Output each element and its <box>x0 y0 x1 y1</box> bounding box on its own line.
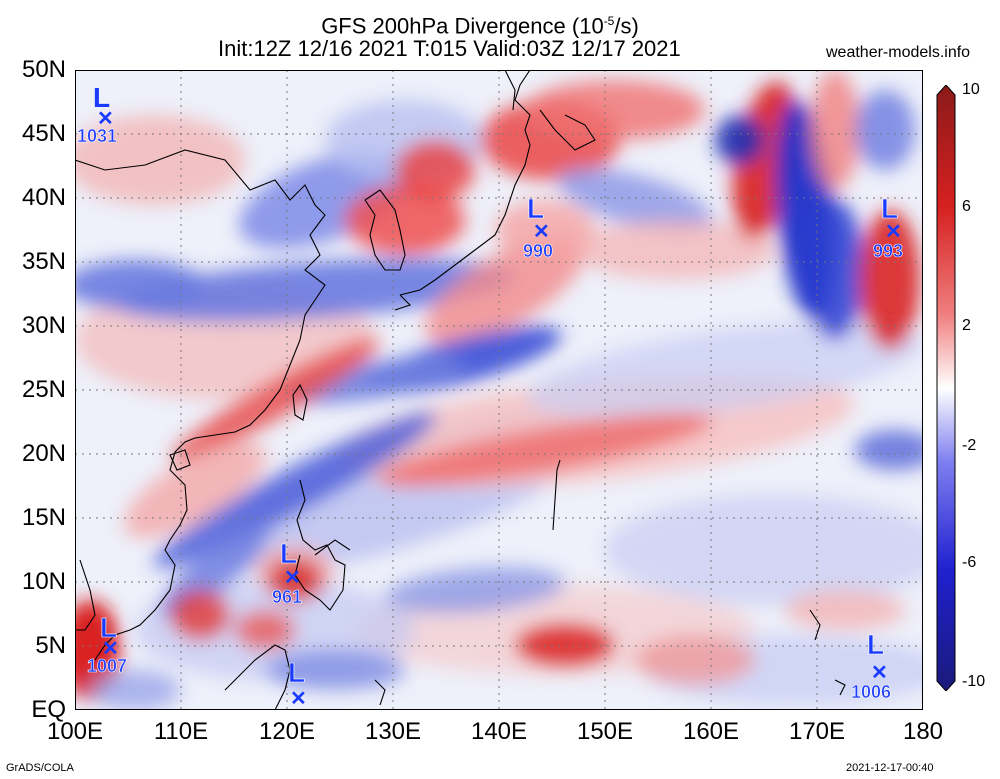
low-pressure-markers: L ✕ 1031 L ✕ 990 L ✕ 993 L ✕ 961 L ✕ <box>77 82 904 710</box>
brand-label: weather-models.info <box>826 44 971 61</box>
lat-label: 45N <box>21 120 66 147</box>
svg-text:L: L <box>867 629 884 660</box>
lon-label: 160E <box>682 718 740 745</box>
svg-text:L: L <box>100 612 117 643</box>
svg-text:✕: ✕ <box>97 108 114 130</box>
low-marker: L ✕ 1031 <box>77 82 118 146</box>
svg-text:✕: ✕ <box>871 662 888 684</box>
colorbar-label: 6 <box>962 198 971 215</box>
low-marker: L ✕ 990 <box>523 193 554 262</box>
svg-text:961: 961 <box>272 587 302 607</box>
svg-text:1006: 1006 <box>851 682 891 702</box>
lat-label: 15N <box>21 504 66 531</box>
lon-label: 150E <box>576 718 634 745</box>
svg-text:L: L <box>93 82 110 113</box>
svg-text:✕: ✕ <box>284 567 301 589</box>
lat-label: 40N <box>21 184 66 211</box>
lon-label: 170E <box>788 718 846 745</box>
map-frame <box>75 70 923 710</box>
lat-lon-grid <box>75 70 923 710</box>
svg-text:1031: 1031 <box>77 126 117 146</box>
lon-label: 100E <box>46 718 104 745</box>
svg-text:993: 993 <box>873 241 903 261</box>
svg-text:L: L <box>280 538 297 569</box>
lat-label: 20N <box>21 440 66 467</box>
svg-text:1007: 1007 <box>87 656 127 676</box>
divergence-map: L ✕ 1031 L ✕ 990 L ✕ 993 L ✕ 961 L ✕ <box>75 70 923 710</box>
lon-label: 110E <box>153 718 209 745</box>
lat-label: 30N <box>21 312 66 339</box>
lat-label: EQ <box>31 696 66 723</box>
svg-text:L: L <box>881 193 898 224</box>
lat-label: 5N <box>35 632 66 659</box>
lat-label: 25N <box>21 376 66 403</box>
lon-label: 140E <box>470 718 528 745</box>
coastlines <box>75 70 846 710</box>
low-marker: L ✕ 1007 <box>87 612 128 677</box>
colorbar-label: 10 <box>962 81 980 98</box>
lat-label: 35N <box>21 248 66 275</box>
colorbar-label: -6 <box>962 554 977 571</box>
colorbar-label: -2 <box>962 437 977 454</box>
svg-text:L: L <box>527 193 544 224</box>
svg-text:L: L <box>288 657 305 688</box>
lat-label: 10N <box>21 568 66 595</box>
colorbar-label: 2 <box>962 317 971 334</box>
low-marker: L ✕ 993 <box>873 193 904 262</box>
lon-label: 120E <box>258 718 316 745</box>
lon-label: 130E <box>364 718 422 745</box>
map-title: GFS 200hPa Divergence (10-5/s) <box>321 13 639 39</box>
svg-text:✕: ✕ <box>102 638 119 660</box>
lat-label: 50N <box>21 56 66 83</box>
lon-label: 180 <box>902 718 944 745</box>
colorbar-label: -10 <box>962 673 986 690</box>
svg-text:990: 990 <box>523 241 553 261</box>
svg-text:✕: ✕ <box>533 221 550 243</box>
init-valid-line: Init:12Z 12/16 2021 T:015 Valid:03Z 12/1… <box>218 36 681 61</box>
low-marker: L ✕ 1006 <box>851 629 892 703</box>
footer-credit: GrADS/COLA <box>6 762 74 774</box>
svg-text:✕: ✕ <box>290 688 307 710</box>
low-marker: L ✕ 961 <box>272 538 303 608</box>
footer-timestamp: 2021-12-17-00:40 <box>846 762 934 774</box>
divergence-field <box>75 70 923 710</box>
colorbar <box>936 85 956 691</box>
svg-text:✕: ✕ <box>885 221 902 243</box>
